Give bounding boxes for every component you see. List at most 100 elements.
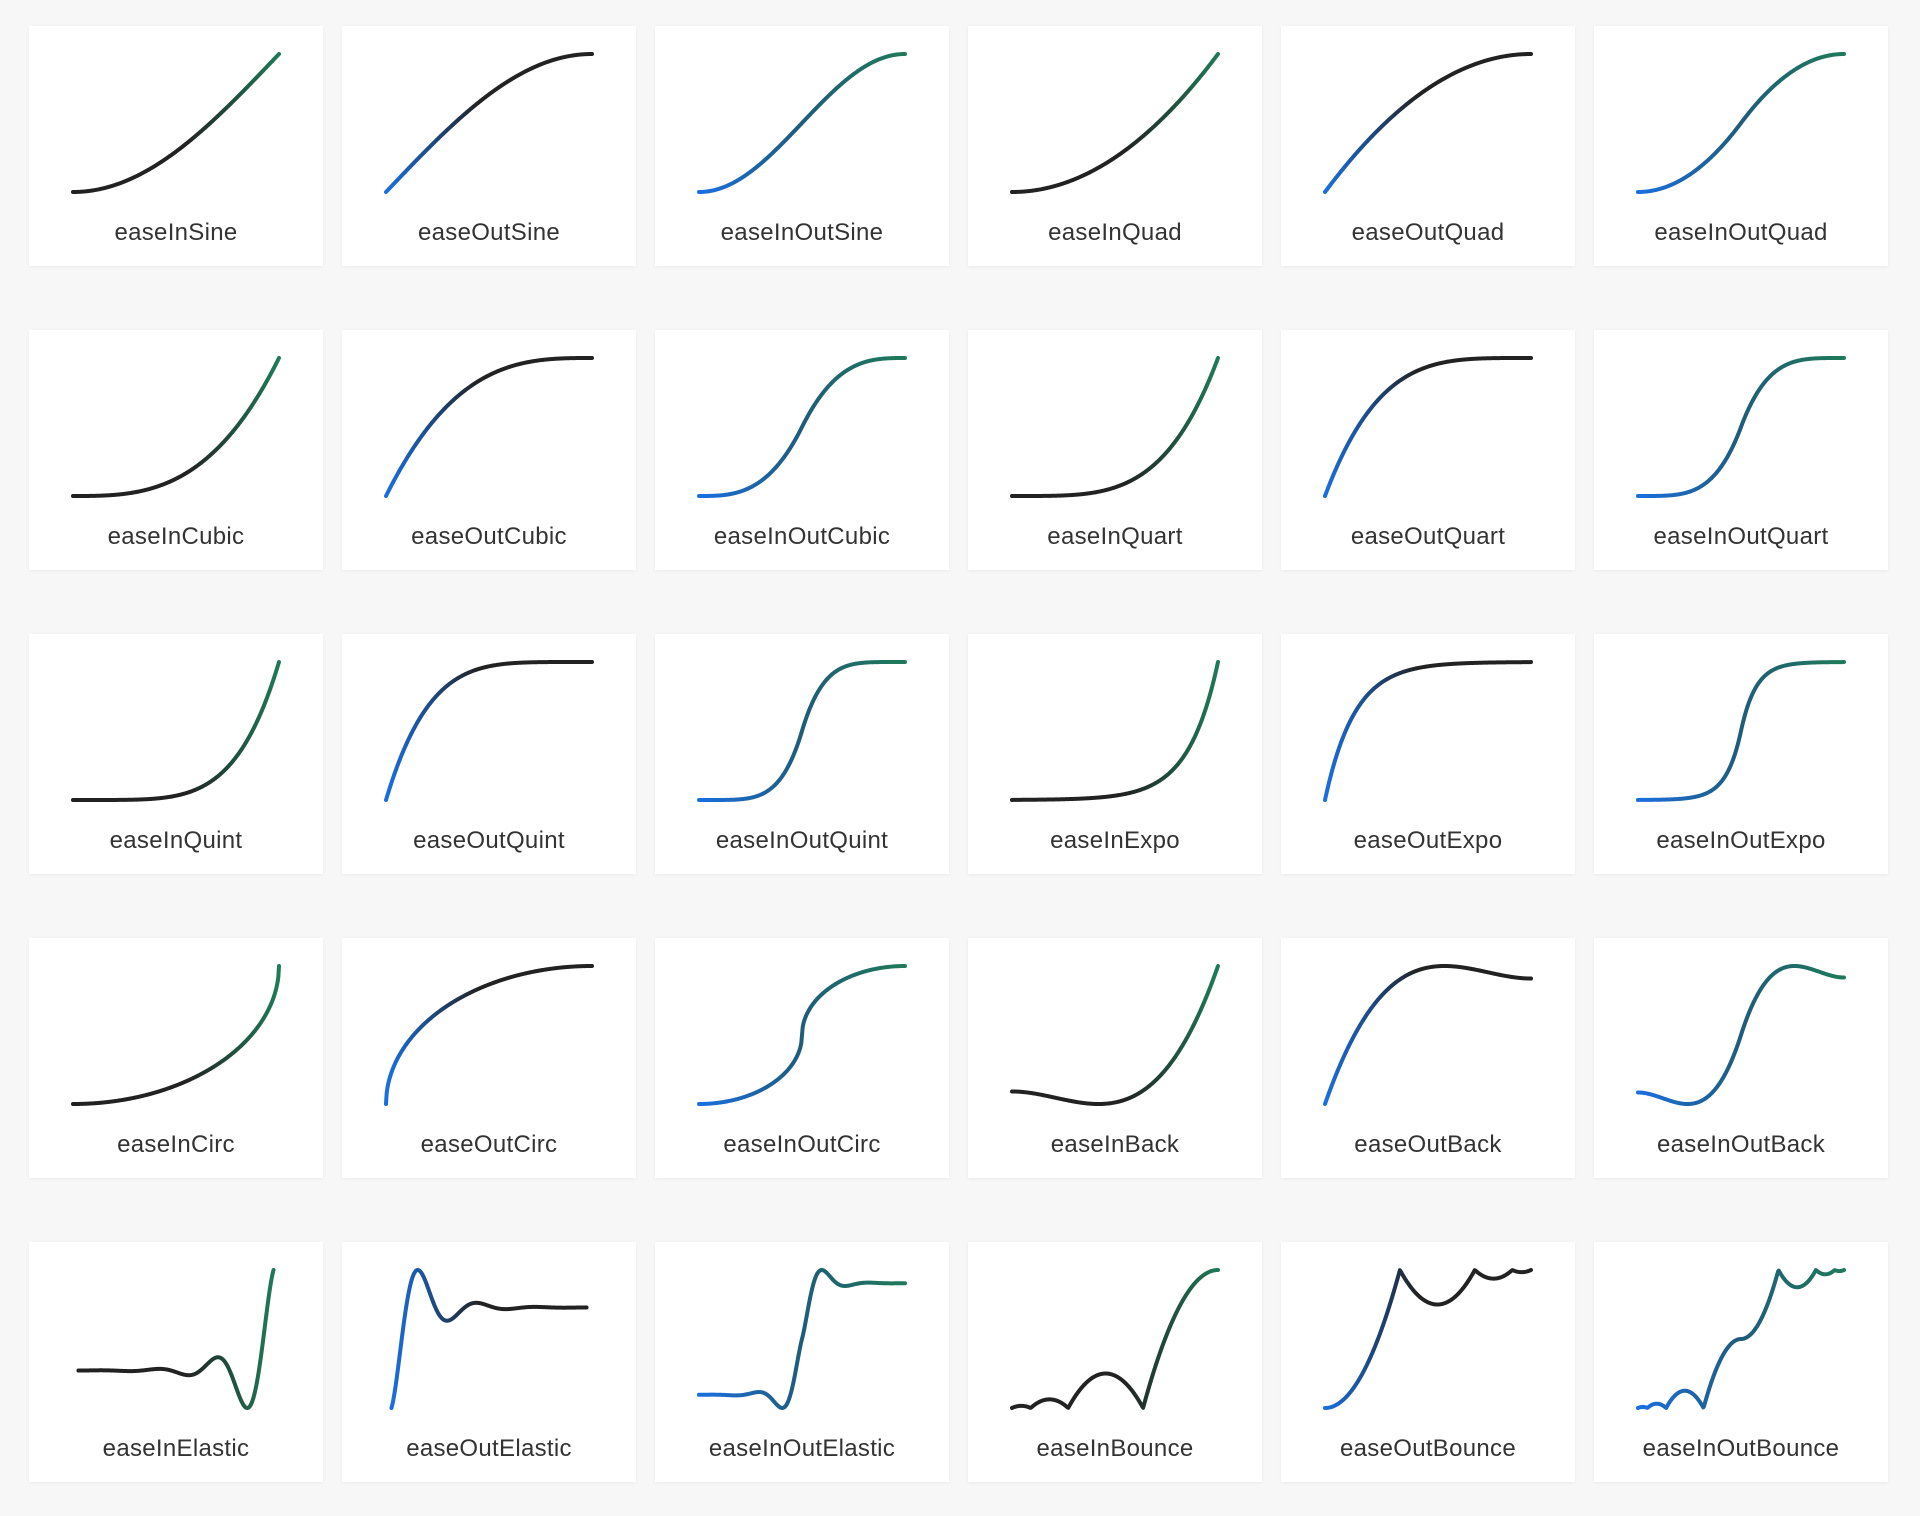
- easing-plot: [1323, 356, 1533, 498]
- easing-curve: [697, 1268, 907, 1410]
- easing-curve: [71, 964, 281, 1106]
- easing-card: easeInCubic: [29, 330, 323, 570]
- easing-label: easeInExpo: [1050, 827, 1180, 854]
- easing-curve: [1010, 356, 1220, 498]
- easing-label: easeInOutQuad: [1654, 219, 1828, 246]
- easing-card: easeInOutBounce: [1594, 1242, 1888, 1482]
- easing-card: easeOutQuart: [1281, 330, 1575, 570]
- easing-card: easeInQuad: [968, 26, 1262, 266]
- easing-card: easeInOutBack: [1594, 938, 1888, 1178]
- easing-curve: [76, 1268, 276, 1410]
- easing-label: easeInOutQuart: [1653, 523, 1829, 550]
- easing-plot: [71, 356, 281, 498]
- easing-label: easeInOutSine: [720, 219, 884, 246]
- easing-label: easeInOutElastic: [708, 1435, 896, 1462]
- easing-plot: [697, 660, 907, 802]
- easing-curve: [1010, 964, 1220, 1106]
- easing-label: easeInBounce: [1036, 1435, 1194, 1462]
- easing-grid: easeInSine easeOutSine easeInOutSine easeIn…: [29, 26, 1888, 1482]
- easing-label: easeInCirc: [117, 1131, 235, 1158]
- easing-plot: [76, 1268, 276, 1410]
- easing-curve: [1323, 964, 1533, 1106]
- easing-plot: [1636, 356, 1846, 498]
- easing-plot: [1010, 964, 1220, 1106]
- easing-plot: [384, 52, 594, 194]
- easing-plot: [697, 52, 907, 194]
- easing-curve: [1636, 356, 1846, 498]
- easing-plot: [697, 1268, 907, 1410]
- easing-curve: [71, 660, 281, 802]
- easing-label: easeInQuint: [109, 827, 243, 854]
- easing-plot: [1010, 356, 1220, 498]
- easing-label: easeInQuart: [1047, 523, 1183, 550]
- easing-plot: [384, 356, 594, 498]
- easing-plot: [71, 52, 281, 194]
- easing-plot: [1636, 964, 1846, 1106]
- easing-plot: [1636, 1268, 1846, 1410]
- easing-plot: [1636, 52, 1846, 194]
- easing-label: easeOutCirc: [420, 1131, 558, 1158]
- easing-curve: [1323, 356, 1533, 498]
- easing-card: easeOutCirc: [342, 938, 636, 1178]
- easing-plot: [697, 964, 907, 1106]
- easing-plot: [389, 1268, 589, 1410]
- easing-label: easeOutExpo: [1353, 827, 1503, 854]
- easing-card: easeInOutQuint: [655, 634, 949, 874]
- easing-plot: [697, 356, 907, 498]
- easing-label: easeInOutCirc: [723, 1131, 881, 1158]
- easing-curve: [1010, 52, 1220, 194]
- easing-plot: [1010, 1268, 1220, 1410]
- easing-card: easeOutQuad: [1281, 26, 1575, 266]
- easing-label: easeOutBounce: [1339, 1435, 1517, 1462]
- easing-plot: [1323, 52, 1533, 194]
- easing-label: easeOutBack: [1354, 1131, 1502, 1158]
- easing-plot: [1010, 52, 1220, 194]
- easing-plot: [71, 964, 281, 1106]
- easing-card: easeOutBack: [1281, 938, 1575, 1178]
- easing-plot: [1323, 1268, 1533, 1410]
- easing-label: easeInBack: [1050, 1131, 1180, 1158]
- easing-card: easeInBounce: [968, 1242, 1262, 1482]
- easing-card: easeInElastic: [29, 1242, 323, 1482]
- easing-label: easeInOutBack: [1657, 1131, 1825, 1158]
- easing-label: easeInCubic: [107, 523, 245, 550]
- easing-label: easeInQuad: [1048, 219, 1182, 246]
- easing-label: easeInElastic: [102, 1435, 250, 1462]
- easing-curve: [1636, 1268, 1846, 1410]
- easing-card: easeOutSine: [342, 26, 636, 266]
- easing-label: easeInOutQuint: [715, 827, 889, 854]
- easing-curve: [71, 356, 281, 498]
- easing-label: easeInSine: [114, 219, 238, 246]
- easing-label: easeInOutBounce: [1642, 1435, 1840, 1462]
- easing-curve: [1323, 1268, 1533, 1410]
- easing-curve: [697, 964, 907, 1106]
- easing-curve: [1010, 660, 1220, 802]
- easing-label: easeOutSine: [417, 219, 561, 246]
- easing-curve: [384, 964, 594, 1106]
- easing-curve: [384, 660, 594, 802]
- easing-card: easeInQuint: [29, 634, 323, 874]
- easing-card: easeInExpo: [968, 634, 1262, 874]
- easing-plot: [1636, 660, 1846, 802]
- easing-label: easeOutElastic: [406, 1435, 572, 1462]
- easing-plot: [1010, 660, 1220, 802]
- easing-card: easeInBack: [968, 938, 1262, 1178]
- easing-card: easeInOutSine: [655, 26, 949, 266]
- easing-curve: [1323, 52, 1533, 194]
- easing-curve: [384, 52, 594, 194]
- easing-curve: [1636, 964, 1846, 1106]
- easing-curve: [697, 52, 907, 194]
- easing-plot: [384, 964, 594, 1106]
- easing-card: easeInOutQuad: [1594, 26, 1888, 266]
- easing-curve: [697, 356, 907, 498]
- easing-card: easeInQuart: [968, 330, 1262, 570]
- easing-curve: [389, 1268, 589, 1410]
- easing-label: easeOutCubic: [411, 523, 567, 550]
- easing-label: easeOutQuint: [413, 827, 565, 854]
- easing-curve: [1010, 1268, 1220, 1410]
- easing-label: easeOutQuart: [1350, 523, 1506, 550]
- easing-curve: [1636, 52, 1846, 194]
- easing-card: easeInOutElastic: [655, 1242, 949, 1482]
- easing-card: easeOutBounce: [1281, 1242, 1575, 1482]
- easing-plot: [1323, 964, 1533, 1106]
